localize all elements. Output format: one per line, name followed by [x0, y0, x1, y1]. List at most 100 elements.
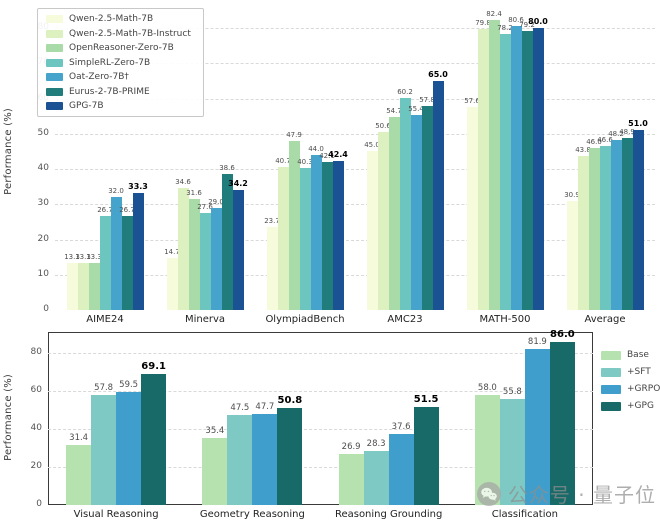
x-category-label: Geometry Reasoning [199, 509, 305, 520]
bar: 26.7 [119, 206, 135, 310]
bar-group: 14.7 34.6 31.6 27.6 29.0 38.6 34.2 [155, 8, 255, 310]
legend-top-chart: Qwen-2.5-Math-7B Qwen-2.5-Math-7B-Instruc… [37, 8, 204, 117]
legend-label: +SFT [627, 367, 651, 377]
legend-label: Eurus-2-7B-PRIME [69, 86, 150, 97]
y-axis-label: Performance (%) [3, 108, 14, 195]
bar-value-label: 57.6 [464, 97, 480, 105]
y-tick-label: 50 [37, 127, 49, 138]
legend-swatch [601, 384, 621, 394]
bar: 26.7 [97, 206, 113, 310]
bar-value-label: 51.5 [413, 394, 439, 406]
legend-label: Oat-Zero-7B† [69, 72, 129, 82]
bar: 48.2 [608, 130, 624, 310]
x-category-label: Visual Reasoning [73, 509, 159, 520]
bar: 55.8 [499, 387, 525, 505]
bar: 34.2 [228, 179, 248, 310]
bar-value-label: 57.8 [94, 383, 114, 394]
bar-value-label: 47.7 [255, 402, 275, 413]
bar: 50.6 [375, 122, 391, 310]
bar-group: 45.0 50.6 54.7 60.2 55.4 57.8 65.0 [355, 8, 455, 310]
gridline [48, 466, 593, 468]
bar: 13.3 [86, 253, 102, 310]
legend-label: OpenReasoner-Zero-7B [69, 43, 174, 53]
bar: 47.7 [252, 402, 278, 505]
bar-value-label: 44.0 [308, 144, 324, 153]
legend-swatch [46, 73, 63, 81]
bars-area: 13.3 13.3 13.3 26.7 32.0 26.7 33.3 14.7 34.6 31.6… [55, 8, 655, 310]
bar-value-label: 81.9 [527, 337, 547, 348]
bar-value-label: 50.8 [277, 395, 303, 407]
bar: 57.6 [464, 97, 480, 310]
bar-value-label: 79.2 [519, 20, 535, 29]
bar-value-label: 69.1 [141, 360, 166, 372]
bar-value-label: 14.7 [164, 248, 180, 257]
legend-swatch [46, 15, 63, 23]
y-tick-label: 60 [30, 384, 42, 395]
x-category-label: AIME24 [86, 314, 124, 325]
y-tick-label: 40 [30, 422, 42, 433]
legend-swatch [601, 350, 621, 360]
bar-value-label: 13.3 [75, 253, 91, 262]
gridline [55, 239, 655, 241]
bar-value-label: 54.7 [386, 107, 402, 116]
bar: 23.7 [264, 217, 280, 310]
legend-label: GPG-7B [69, 101, 104, 111]
bar: 79.8 [475, 19, 491, 310]
bar: 40.7 [275, 157, 291, 310]
bar: 59.5 [116, 380, 142, 505]
bar-value-label: 42.4 [328, 149, 348, 159]
bar: 54.7 [386, 107, 402, 310]
legend-swatch [46, 29, 63, 38]
bar: 55.4 [408, 105, 424, 310]
legend-label: Qwen-2.5-Math-7B [69, 14, 154, 24]
y-tick-label: 20 [30, 460, 42, 471]
bar: 38.6 [219, 164, 235, 310]
bar-value-label: 46.0 [586, 137, 602, 146]
x-category-label: Average [584, 314, 626, 325]
bar: 51.5 [413, 394, 439, 505]
wechat-icon [476, 481, 501, 506]
bar: 47.5 [227, 403, 253, 505]
legend-label: +GPG [627, 401, 654, 411]
bar: 31.4 [66, 433, 92, 505]
bar: 86.0 [549, 329, 575, 505]
bar: 42.4 [328, 150, 348, 310]
bar: 57.8 [419, 96, 435, 310]
bar: 32.0 [108, 187, 124, 310]
bar: 48.9 [619, 128, 635, 310]
y-tick-label: 20 [37, 233, 49, 244]
bar: 33.3 [128, 182, 148, 310]
bar-value-label: 30.9 [564, 191, 580, 200]
plot-border-box [48, 332, 593, 505]
bar-value-label: 82.4 [486, 9, 502, 18]
bar: 28.3 [363, 439, 389, 505]
bar-value-label: 28.3 [366, 439, 386, 450]
bar-value-label: 37.6 [391, 421, 411, 432]
bar-value-label: 59.5 [119, 379, 139, 390]
bar: 34.6 [175, 178, 191, 310]
bar: 26.9 [338, 442, 364, 505]
gridline [55, 28, 655, 30]
bar: 29.0 [208, 198, 224, 310]
bar: 40.3 [297, 158, 313, 310]
bar-value-label: 40.3 [297, 158, 313, 166]
bar: 27.6 [197, 203, 213, 310]
bar-group: 57.6 79.8 82.4 78.2 80.6 79.2 80.0 [455, 8, 555, 310]
bar: 30.9 [564, 191, 580, 310]
bar: 57.8 [91, 383, 117, 505]
bar: 31.6 [186, 189, 202, 310]
bar-value-label: 38.6 [219, 164, 235, 172]
bar-value-label: 27.6 [197, 202, 213, 211]
bar-value-label: 47.9 [286, 131, 302, 140]
legend-swatch [46, 58, 63, 67]
bar-value-label: 26.7 [97, 205, 113, 214]
bar: 42.1 [319, 152, 335, 310]
gridline [48, 428, 593, 430]
bar-value-label: 42.1 [319, 151, 335, 160]
bar: 46.0 [586, 138, 602, 310]
x-category-label: OlympiadBench [265, 314, 345, 325]
bar-value-label: 31.6 [186, 188, 202, 197]
bar: 50.8 [277, 395, 303, 505]
legend-item: +GRPO [601, 384, 660, 394]
